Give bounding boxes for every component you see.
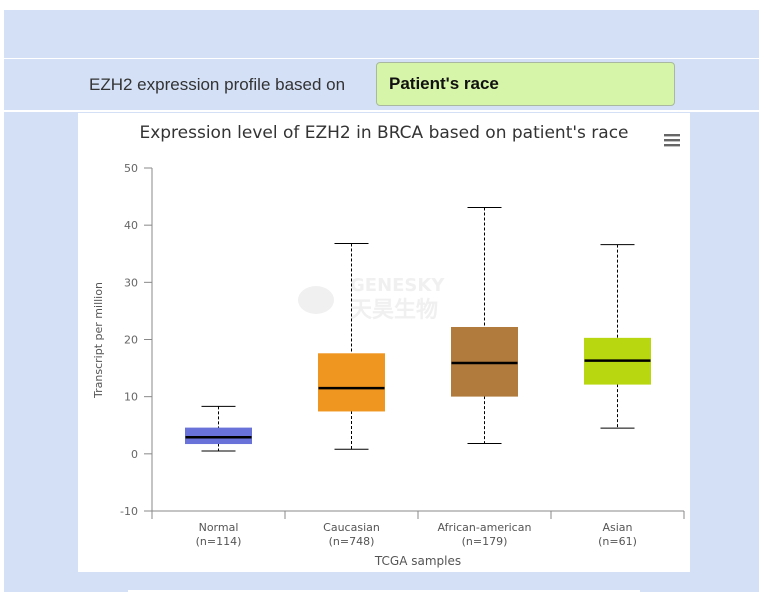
y-tick-label: 50	[124, 162, 138, 175]
x-category-count: (n=179)	[462, 535, 508, 548]
y-tick-label: 40	[124, 219, 138, 232]
race-selector[interactable]: Patient's race	[376, 62, 675, 106]
x-category-label: Normal	[199, 521, 239, 534]
x-category-count: (n=748)	[329, 535, 375, 548]
bottom-divider	[128, 590, 640, 592]
y-tick-label: 10	[124, 391, 138, 404]
y-axis-title: Transcript per million	[92, 282, 105, 399]
x-category-count: (n=114)	[196, 535, 242, 548]
chart-card: Expression level of EZH2 in BRCA based o…	[78, 113, 690, 572]
x-category-label: Asian	[602, 521, 632, 534]
y-tick-label: 0	[131, 448, 138, 461]
page-panel: EZH2 expression profile based on Patient…	[4, 10, 759, 592]
x-category-label: Caucasian	[323, 521, 380, 534]
x-category-count: (n=61)	[598, 535, 637, 548]
x-axis-title: TCGA samples	[374, 554, 461, 568]
header-band	[4, 10, 759, 59]
y-tick-label: 30	[124, 276, 138, 289]
y-tick-label: 20	[124, 334, 138, 347]
watermark-line1: GENESKY	[350, 275, 445, 296]
box-caucasian	[318, 353, 385, 412]
watermark-line2: 天昊生物	[350, 297, 438, 323]
boxplot-chart: Expression level of EZH2 in BRCA based o…	[92, 123, 690, 568]
x-category-label: African-american	[438, 521, 532, 534]
selector-label: EZH2 expression profile based on	[89, 75, 346, 94]
race-selector-value[interactable]: Patient's race	[389, 74, 499, 93]
chart-title: Expression level of EZH2 in BRCA based o…	[139, 123, 628, 143]
selector-row: EZH2 expression profile based on Patient…	[4, 60, 759, 112]
y-tick-label: -10	[120, 505, 138, 518]
hamburger-menu-icon[interactable]	[660, 129, 690, 153]
watermark: GENESKY 天昊生物	[298, 275, 445, 323]
box-normal	[185, 427, 252, 445]
